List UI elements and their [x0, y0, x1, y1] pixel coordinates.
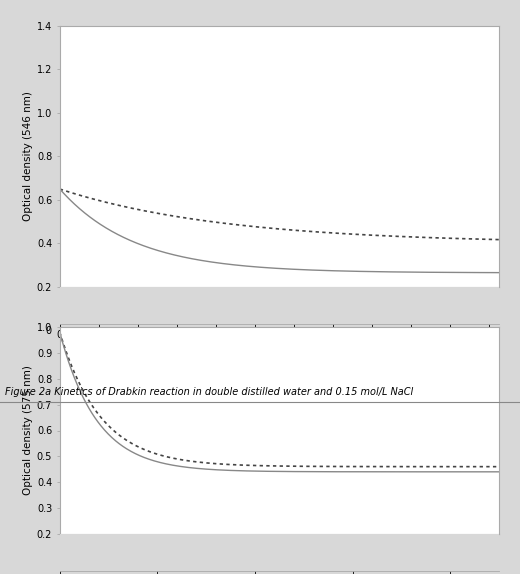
Text: 0: 0: [45, 325, 51, 336]
Text: Figure 2a Kinetics of Drabkin reaction in double distilled water and 0.15 mol/L : Figure 2a Kinetics of Drabkin reaction i…: [5, 387, 413, 397]
Legend: HCN (H₂O), HCN (0.15 mol/L NaCl): HCN (H₂O), HCN (0.15 mol/L NaCl): [161, 363, 398, 381]
Y-axis label: Optical density (546 nm): Optical density (546 nm): [22, 91, 33, 222]
Y-axis label: Optical density (575 nm): Optical density (575 nm): [22, 366, 33, 495]
X-axis label: Time (sec): Time (sec): [252, 343, 307, 352]
